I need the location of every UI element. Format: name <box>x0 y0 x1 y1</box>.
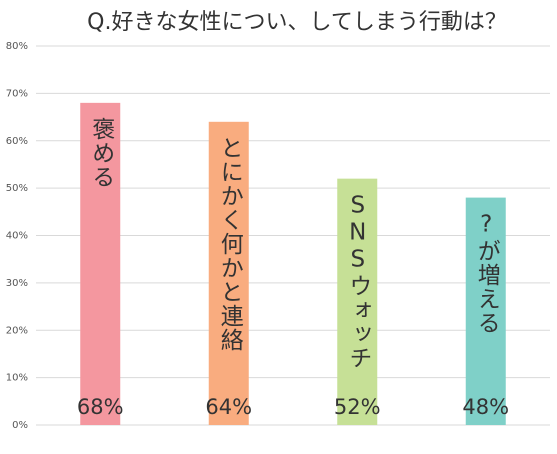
y-tick-label: 10% <box>6 373 28 384</box>
bar <box>465 197 506 425</box>
category-label: 褒める <box>88 117 116 189</box>
y-tick-label: 50% <box>6 183 28 194</box>
value-label: 64% <box>205 395 252 419</box>
category-label: SNSウォッチ <box>345 193 371 370</box>
y-tick-label: 80% <box>6 41 28 52</box>
value-label: 68% <box>77 395 124 419</box>
y-tick-label: 0% <box>12 420 28 431</box>
chart-title: Q.好きな女性につい、してしまう行動は？ <box>87 10 507 35</box>
value-label: 48% <box>462 395 509 419</box>
bar <box>337 178 378 425</box>
category-label: とにかく何かと連絡 <box>216 136 244 352</box>
y-tick-label: 60% <box>6 136 28 147</box>
value-label: 52% <box>334 395 381 419</box>
y-tick-label: 40% <box>6 231 28 242</box>
y-tick-label: 30% <box>6 278 28 289</box>
y-tick-label: 70% <box>6 88 28 99</box>
category-label: ?が増える <box>473 212 501 335</box>
y-tick-label: 20% <box>6 325 28 336</box>
bar <box>80 102 121 425</box>
bar <box>208 121 249 426</box>
